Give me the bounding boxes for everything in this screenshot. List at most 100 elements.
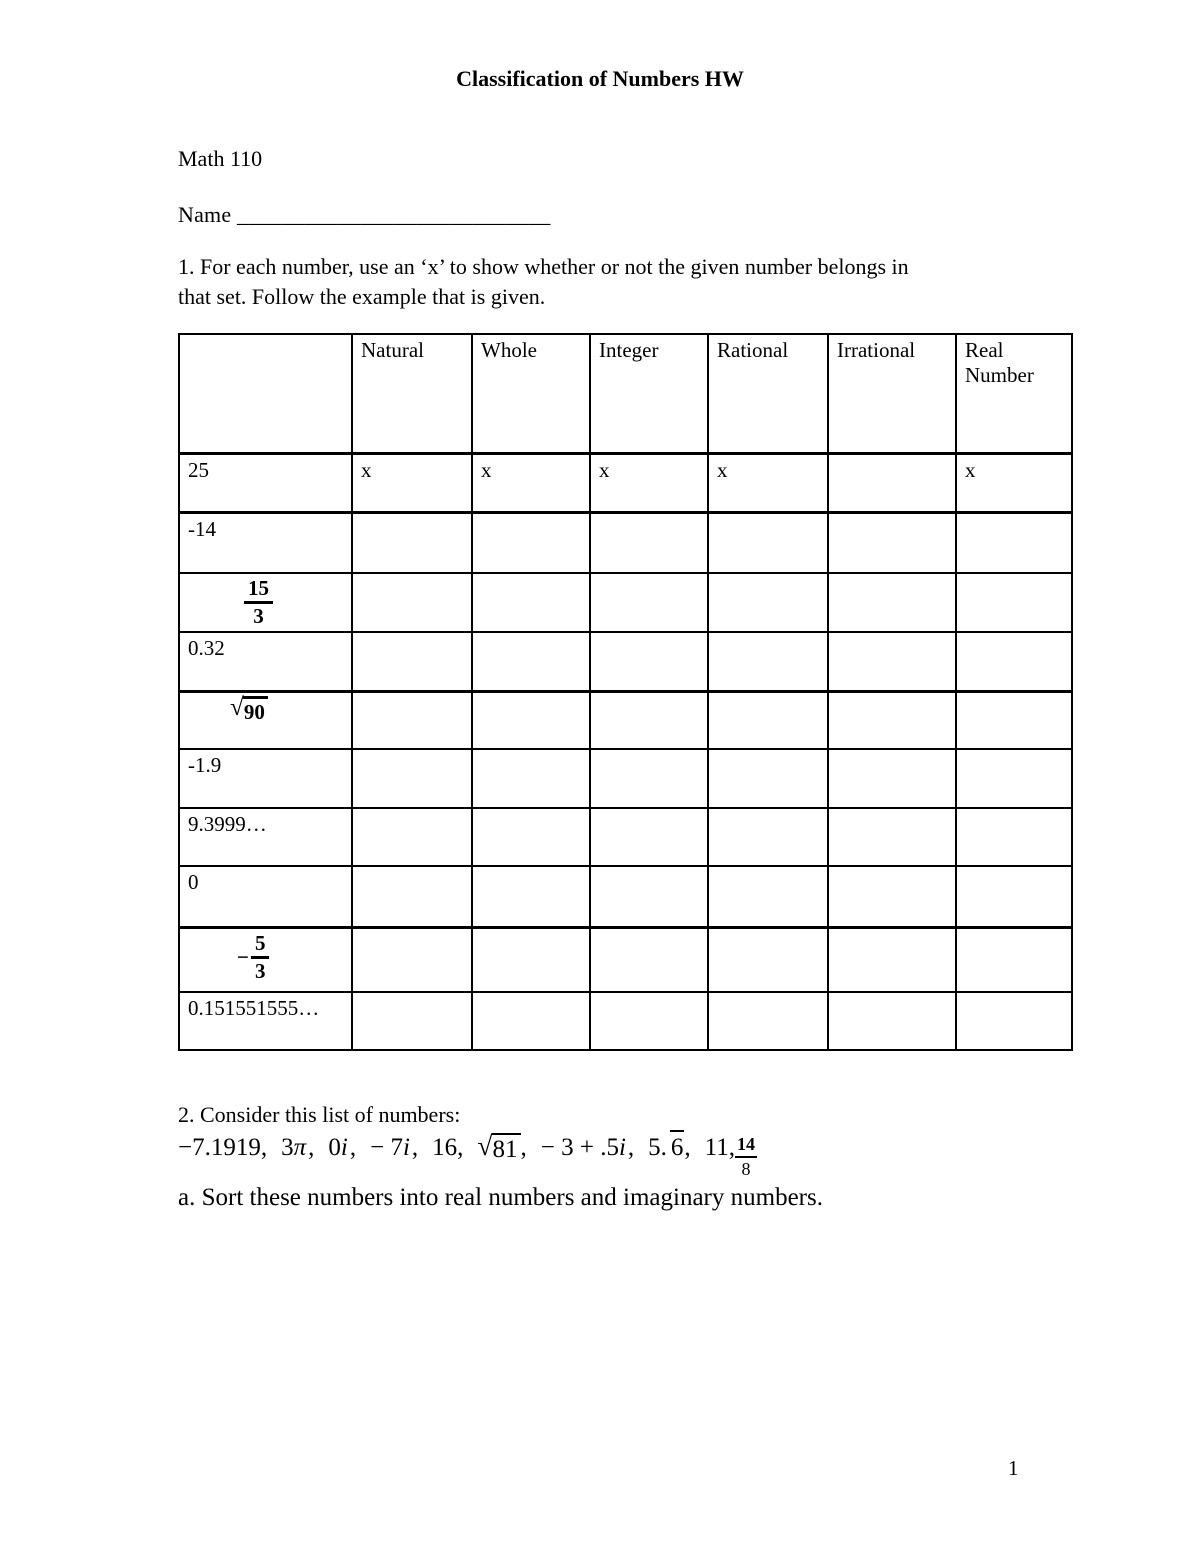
membership-cell	[351, 748, 473, 809]
membership-cell: x	[589, 452, 709, 514]
square-root-label: √ 90	[230, 693, 268, 724]
membership-cell	[471, 991, 591, 1051]
membership-cell	[589, 926, 709, 993]
membership-cell	[827, 511, 957, 574]
math-variable: i	[618, 1134, 626, 1161]
table-row: 9.3999…	[178, 807, 1073, 867]
membership-cell	[827, 865, 957, 929]
membership-cell	[351, 807, 473, 867]
membership-cell	[351, 991, 473, 1051]
membership-cell	[589, 511, 709, 574]
membership-cell	[827, 452, 957, 514]
math-text: 5.	[648, 1134, 667, 1161]
classification-table: Natural Whole Integer Rational Irrational Rea…	[178, 333, 1073, 1051]
fraction: 15 3	[244, 577, 273, 628]
math-text: ,	[684, 1134, 691, 1161]
membership-cell	[707, 511, 829, 574]
membership-cell	[707, 631, 829, 693]
membership-cell	[707, 807, 829, 867]
math-text: −7.1919,	[178, 1134, 268, 1161]
math-text: 16,	[432, 1134, 464, 1161]
row-label: -14	[178, 511, 353, 574]
fraction-denominator: 3	[253, 604, 264, 628]
course-label: Math 110	[178, 146, 263, 171]
membership-cell	[955, 991, 1073, 1051]
membership-cell	[707, 690, 829, 750]
fraction-numerator: 5	[250, 931, 270, 959]
math-text: ,	[411, 1134, 419, 1161]
membership-cell	[707, 865, 829, 929]
math-square-root: √ 81	[477, 1130, 521, 1165]
membership-cell	[351, 511, 473, 574]
table-row: -14	[178, 511, 1073, 574]
fraction-numerator: 14	[734, 1134, 757, 1158]
membership-cell	[827, 991, 957, 1051]
fraction-numerator: 15	[244, 577, 273, 604]
math-text: 3	[281, 1134, 294, 1161]
membership-cell	[955, 865, 1073, 929]
membership-cell	[589, 631, 709, 693]
math-text: ,	[627, 1134, 635, 1161]
row-label: 0.32	[178, 631, 353, 693]
table-header-rational: Rational	[707, 333, 829, 455]
membership-cell	[351, 926, 473, 993]
math-variable: i	[340, 1134, 348, 1161]
membership-cell: x	[955, 452, 1073, 514]
radical-sign: √	[230, 693, 244, 721]
membership-cell	[589, 807, 709, 867]
table-row: 0.151551555…	[178, 991, 1073, 1051]
table-header-irrational: Irrational	[827, 333, 957, 455]
radical-sign: √	[477, 1130, 493, 1161]
membership-cell	[351, 690, 473, 750]
row-label: √ 90	[178, 690, 353, 750]
table-row: √ 90	[178, 690, 1073, 750]
membership-cell	[589, 572, 709, 633]
membership-cell	[955, 572, 1073, 633]
membership-cell	[589, 991, 709, 1051]
math-text: − 7	[370, 1134, 403, 1161]
classification-table-header: Natural Whole Integer Rational Irrational Rea…	[178, 333, 1073, 455]
math-text: ,	[308, 1134, 315, 1161]
table-row: -1.9	[178, 748, 1073, 809]
membership-cell	[827, 572, 957, 633]
membership-cell	[707, 926, 829, 993]
math-list: −7.1919, 3 π, 0 i, − 7 i, 16, √ 81, − 3 + .5 i, 5. 6,…	[178, 1130, 757, 1184]
question1-instructions-line2: that set. Follow the example that is giv…	[178, 284, 546, 309]
membership-cell	[955, 926, 1073, 993]
row-label: 0	[178, 865, 353, 929]
membership-cell	[827, 631, 957, 693]
math-variable: π	[293, 1134, 307, 1161]
table-header-row: Natural Whole Integer Rational Irrational Rea…	[178, 333, 1073, 455]
table-header-natural: Natural	[351, 333, 473, 455]
radicand: 90	[242, 695, 268, 724]
table-header-blank	[178, 333, 353, 455]
repeating-decimal-digit: 6	[669, 1130, 685, 1160]
table-row: 25 x x x x x	[178, 452, 1073, 514]
membership-cell: x	[707, 452, 829, 514]
membership-cell	[351, 631, 473, 693]
membership-cell	[471, 865, 591, 929]
classification-table-body: 25 x x x x x -14 15 3 0.32 √ 90 -1.9 9.3999… 0−5 3 0.151…	[178, 452, 1073, 1051]
membership-cell	[351, 572, 473, 633]
membership-cell	[589, 748, 709, 809]
question2-part-a: a. Sort these numbers into real numbers …	[178, 1184, 823, 1211]
row-label: −5 3	[178, 926, 353, 993]
document-title: Classification of Numbers HW	[456, 66, 744, 91]
table-row: 15 3	[178, 572, 1073, 633]
math-variable: i	[402, 1134, 410, 1161]
membership-cell	[471, 511, 591, 574]
fraction-denominator: 8	[741, 1159, 751, 1179]
membership-cell	[351, 865, 473, 929]
membership-cell	[955, 631, 1073, 693]
row-label: 9.3999…	[178, 807, 353, 867]
membership-cell	[955, 511, 1073, 574]
math-text: − 3 + .5	[540, 1134, 619, 1161]
radicand: 81	[491, 1133, 521, 1165]
membership-cell	[471, 690, 591, 750]
membership-cell: x	[351, 452, 473, 514]
name-blank-line: Name ____________________________	[178, 202, 551, 227]
row-label: 0.151551555…	[178, 991, 353, 1051]
membership-cell	[707, 572, 829, 633]
